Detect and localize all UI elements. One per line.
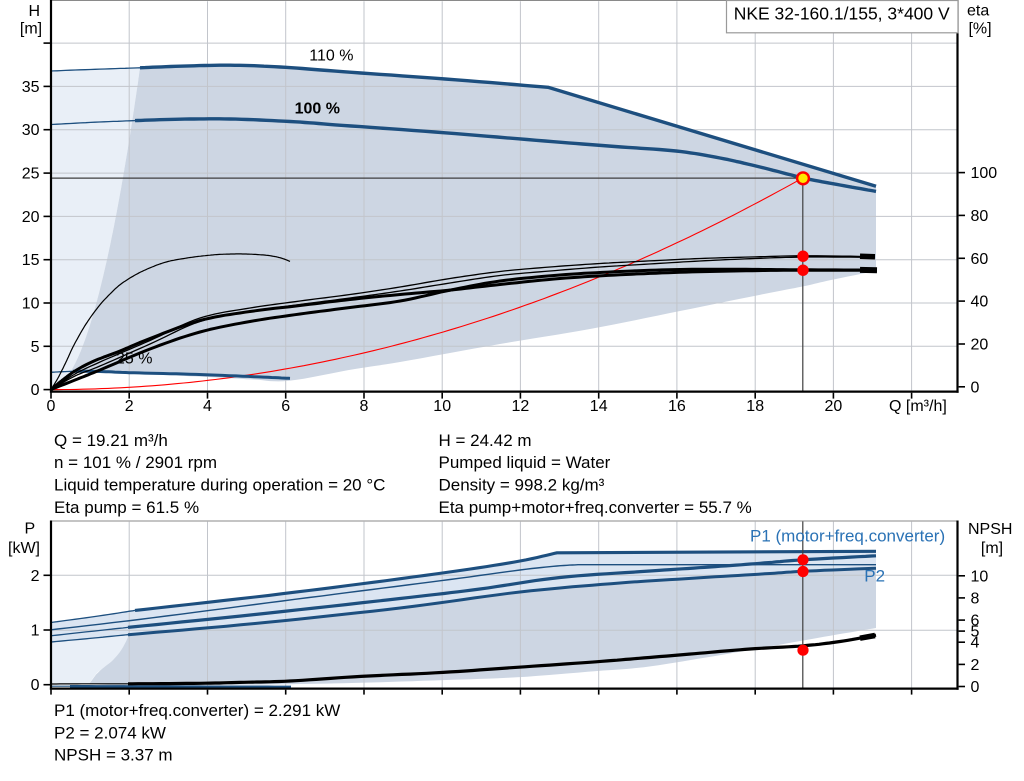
- svg-text:Eta pump = 61.5 %: Eta pump = 61.5 %: [54, 498, 199, 517]
- svg-text:10: 10: [433, 398, 451, 415]
- svg-text:0: 0: [971, 679, 980, 696]
- svg-text:40: 40: [971, 294, 989, 311]
- svg-text:NPSH = 3.37 m: NPSH = 3.37 m: [54, 746, 173, 765]
- svg-text:30: 30: [22, 122, 40, 139]
- svg-text:Q [m³/h]: Q [m³/h]: [889, 398, 947, 415]
- svg-text:60: 60: [971, 251, 989, 268]
- svg-text:100 %: 100 %: [295, 101, 340, 118]
- svg-text:35: 35: [22, 79, 40, 96]
- svg-text:110 %: 110 %: [309, 48, 353, 65]
- svg-text:4: 4: [971, 635, 980, 652]
- svg-text:[m]: [m]: [981, 540, 1003, 557]
- svg-text:[%]: [%]: [968, 21, 991, 38]
- svg-text:Eta pump+motor+freq.converter: Eta pump+motor+freq.converter = 55.7 %: [439, 498, 752, 517]
- svg-text:15: 15: [22, 252, 40, 269]
- svg-text:Liquid temperature during oper: Liquid temperature during operation = 20…: [54, 476, 385, 495]
- svg-text:18: 18: [746, 398, 764, 415]
- svg-text:20: 20: [22, 209, 40, 226]
- svg-text:2: 2: [31, 568, 40, 585]
- svg-text:[m]: [m]: [20, 21, 42, 38]
- svg-text:H: H: [29, 3, 41, 20]
- svg-text:12: 12: [512, 398, 530, 415]
- svg-text:eta: eta: [967, 3, 989, 20]
- svg-text:Pumped liquid = Water: Pumped liquid = Water: [439, 453, 611, 472]
- svg-text:0: 0: [971, 379, 980, 396]
- svg-text:100: 100: [971, 165, 998, 182]
- svg-text:80: 80: [971, 208, 989, 225]
- svg-text:[kW]: [kW]: [8, 540, 40, 557]
- svg-text:n = 101 % / 2901 rpm: n = 101 % / 2901 rpm: [54, 453, 217, 472]
- svg-text:5: 5: [31, 339, 40, 356]
- svg-text:P1 (motor+freq.converter) = 2.: P1 (motor+freq.converter) = 2.291 kW: [54, 701, 340, 720]
- svg-text:0: 0: [31, 677, 40, 694]
- svg-text:P2: P2: [864, 567, 885, 586]
- svg-text:P1 (motor+freq.converter): P1 (motor+freq.converter): [750, 527, 945, 546]
- svg-text:H = 24.42 m: H = 24.42 m: [439, 431, 532, 450]
- svg-text:0: 0: [47, 398, 56, 415]
- svg-text:8: 8: [360, 398, 369, 415]
- svg-text:4: 4: [203, 398, 212, 415]
- svg-text:14: 14: [590, 398, 608, 415]
- svg-text:2: 2: [125, 398, 134, 415]
- svg-text:10: 10: [971, 568, 989, 585]
- svg-text:2: 2: [971, 657, 980, 674]
- svg-text:6: 6: [971, 613, 980, 630]
- svg-text:NPSH: NPSH: [968, 521, 1012, 538]
- svg-text:0: 0: [31, 382, 40, 399]
- svg-text:10: 10: [22, 296, 40, 313]
- svg-text:20: 20: [825, 398, 843, 415]
- svg-text:NKE 32-160.1/155, 3*400 V: NKE 32-160.1/155, 3*400 V: [734, 4, 950, 24]
- svg-text:5: 5: [971, 624, 980, 641]
- svg-text:25: 25: [22, 166, 40, 183]
- svg-text:6: 6: [281, 398, 290, 415]
- svg-text:16: 16: [668, 398, 686, 415]
- svg-text:1: 1: [31, 623, 40, 640]
- svg-text:20: 20: [971, 337, 989, 354]
- svg-text:Q = 19.21 m³/h: Q = 19.21 m³/h: [54, 431, 168, 450]
- svg-text:P: P: [25, 520, 36, 537]
- svg-text:Density = 998.2 kg/m³: Density = 998.2 kg/m³: [439, 476, 605, 495]
- svg-text:P2 = 2.074 kW: P2 = 2.074 kW: [54, 723, 166, 742]
- svg-text:8: 8: [971, 590, 980, 607]
